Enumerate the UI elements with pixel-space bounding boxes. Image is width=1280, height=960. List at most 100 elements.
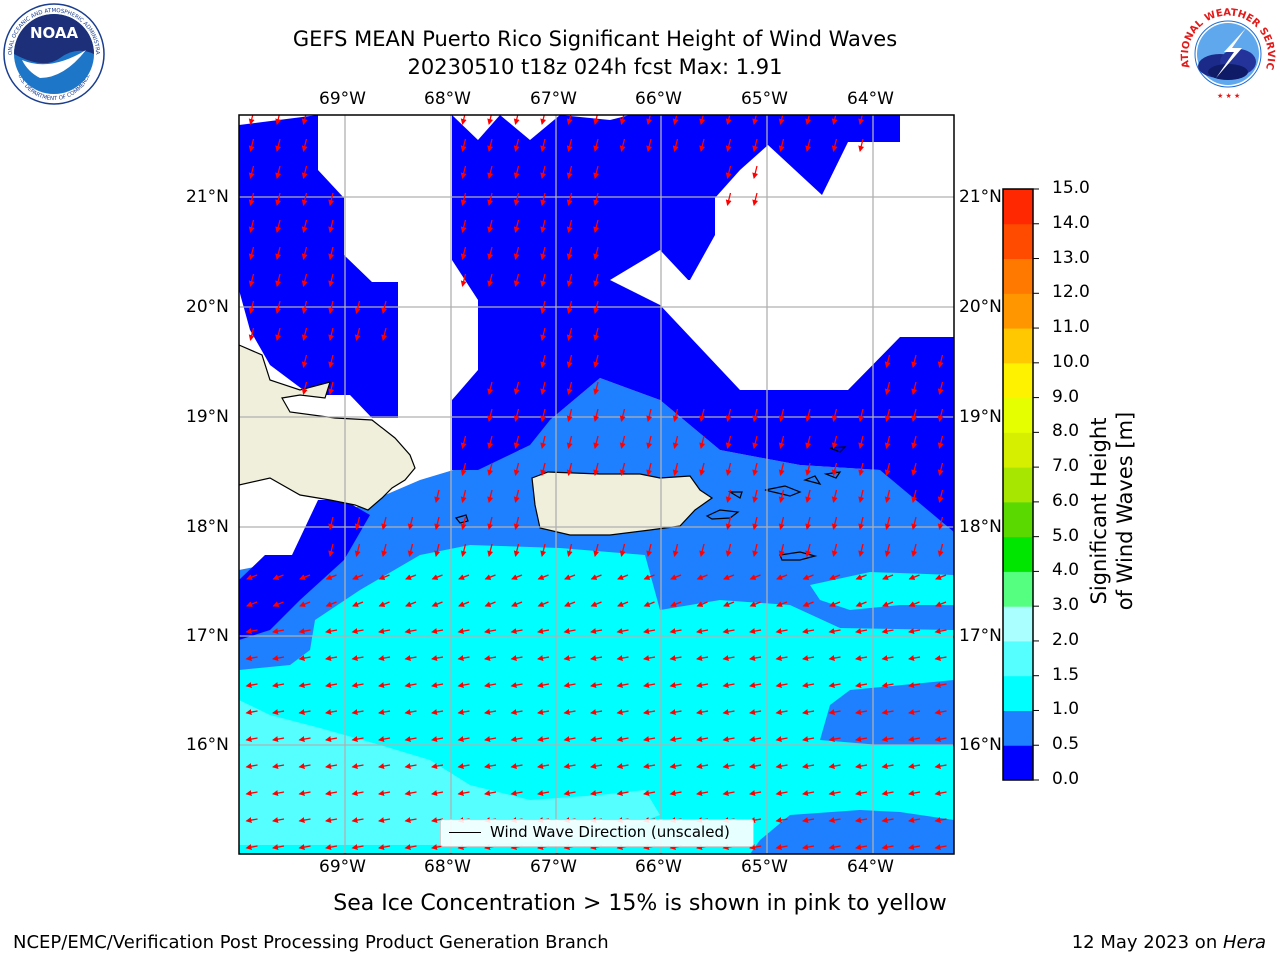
wind-wave-arrow — [802, 574, 814, 580]
wind-wave-arrow — [378, 763, 391, 770]
wind-wave-arrow — [352, 601, 364, 607]
wind-wave-arrow — [752, 138, 759, 152]
wind-wave-arrow — [699, 138, 706, 152]
wind-wave-arrow — [934, 655, 947, 662]
wind-wave-arrow — [298, 709, 311, 716]
wind-wave-arrow — [646, 435, 653, 449]
wind-wave-arrow — [881, 817, 894, 824]
wind-wave-arrow — [937, 381, 944, 395]
wind-wave-arrow — [457, 682, 470, 689]
colorbar-segment — [1003, 432, 1033, 468]
wind-wave-arrow — [593, 246, 600, 260]
wind-wave-arrow — [431, 682, 444, 689]
wind-wave-arrow — [881, 655, 894, 662]
wind-wave-arrow — [272, 709, 285, 716]
lon-label-top-68w: 68°W — [424, 89, 471, 109]
wind-wave-arrow — [805, 516, 812, 530]
wind-wave-arrow — [325, 601, 337, 607]
wind-wave-arrow — [457, 763, 470, 770]
wind-wave-arrow — [669, 709, 682, 716]
wind-wave-arrow — [616, 709, 629, 716]
wind-wave-arrow — [749, 709, 762, 716]
wind-wave-arrow — [404, 655, 417, 662]
wind-wave-arrow — [301, 273, 308, 287]
map-field — [239, 115, 954, 854]
wind-wave-arrow — [328, 354, 335, 368]
colorbar-tick-label: 11.0 — [1052, 317, 1090, 338]
wind-wave-arrow — [457, 628, 470, 635]
wind-wave-arrow — [484, 736, 497, 743]
wind-wave-arrow — [457, 655, 470, 662]
wind-wave-arrow — [908, 790, 921, 797]
wind-wave-arrow — [669, 628, 682, 635]
wind-wave-arrow — [670, 574, 682, 580]
wind-wave-arrow — [858, 516, 865, 530]
wind-wave-arrow — [722, 736, 735, 743]
wind-wave-arrow — [434, 516, 441, 530]
wind-wave-arrow — [908, 736, 921, 743]
wind-wave-arrow — [725, 115, 732, 125]
footer-date: 12 May 2023 on Hera — [1072, 932, 1266, 953]
wind-wave-arrow — [775, 817, 788, 824]
colorbar-frame — [1002, 188, 1034, 781]
wind-wave-arrow — [616, 763, 629, 770]
wind-wave-arrow — [725, 462, 732, 476]
colorbar-tick-label: 0.5 — [1052, 734, 1080, 755]
wind-wave-arrow — [908, 574, 920, 580]
wave-band-0-0p5-southwest — [239, 500, 370, 640]
wind-wave-arrow — [540, 273, 547, 287]
wind-wave-arrow — [616, 736, 629, 743]
wind-wave-arrow — [775, 628, 788, 635]
wind-wave-arrow — [937, 543, 944, 557]
wind-wave-arrow — [884, 462, 891, 476]
map-legend: Wind Wave Direction (unscaled) — [440, 819, 754, 847]
wind-wave-arrow — [381, 300, 388, 314]
wind-wave-arrow — [325, 844, 338, 851]
colorbar-segment — [1003, 606, 1033, 642]
lat-label-left-21n: 21°N — [186, 187, 229, 207]
wind-wave-arrow — [911, 516, 918, 530]
wind-wave-arrow — [831, 543, 838, 557]
wind-wave-arrow — [537, 628, 550, 635]
wind-wave-arrow — [829, 574, 841, 580]
wind-wave-arrow — [858, 435, 865, 449]
wind-wave-arrow — [487, 489, 494, 503]
wind-wave-arrow — [460, 246, 467, 260]
wind-wave-arrow — [672, 115, 679, 125]
lon-label-top-69w: 69°W — [319, 89, 366, 109]
wind-wave-arrow — [407, 516, 414, 530]
wind-wave-arrow — [351, 628, 364, 635]
wind-wave-arrow — [696, 601, 708, 607]
wind-wave-arrow — [460, 115, 467, 125]
wind-wave-arrow — [937, 435, 944, 449]
wind-wave-arrow — [566, 408, 573, 422]
wind-wave-arrow — [404, 682, 417, 689]
wind-wave-arrow — [619, 138, 626, 152]
wind-wave-arrow — [563, 682, 576, 689]
wind-wave-arrow — [752, 115, 759, 125]
lon-label-bottom-69w: 69°W — [319, 857, 366, 877]
wind-wave-arrow — [566, 327, 573, 341]
wind-wave-arrow — [855, 763, 868, 770]
wind-wave-arrow — [354, 327, 361, 341]
wind-wave-arrow — [725, 408, 732, 422]
wind-wave-arrow — [566, 543, 573, 557]
wind-wave-arrow — [858, 489, 865, 503]
wind-wave-arrow — [775, 682, 788, 689]
wave-band-0-0p5-northwest — [239, 115, 398, 418]
legend-label: Wind Wave Direction (unscaled) — [490, 823, 730, 841]
wind-wave-arrow — [696, 655, 709, 662]
wind-wave-arrow — [778, 462, 785, 476]
wind-wave-arrow — [328, 273, 335, 287]
wind-wave-arrow — [855, 574, 867, 580]
wind-wave-arrow — [513, 165, 520, 179]
wind-wave-arrow — [855, 628, 868, 635]
wind-wave-arrow — [831, 115, 838, 125]
colorbar-tick-label: 10.0 — [1052, 351, 1090, 372]
wind-wave-arrow — [911, 381, 918, 395]
wind-wave-arrow — [404, 844, 417, 851]
wind-wave-arrow — [537, 601, 549, 607]
wind-wave-arrow — [566, 435, 573, 449]
wind-wave-arrow — [722, 790, 735, 797]
wind-wave-arrow — [248, 138, 255, 152]
